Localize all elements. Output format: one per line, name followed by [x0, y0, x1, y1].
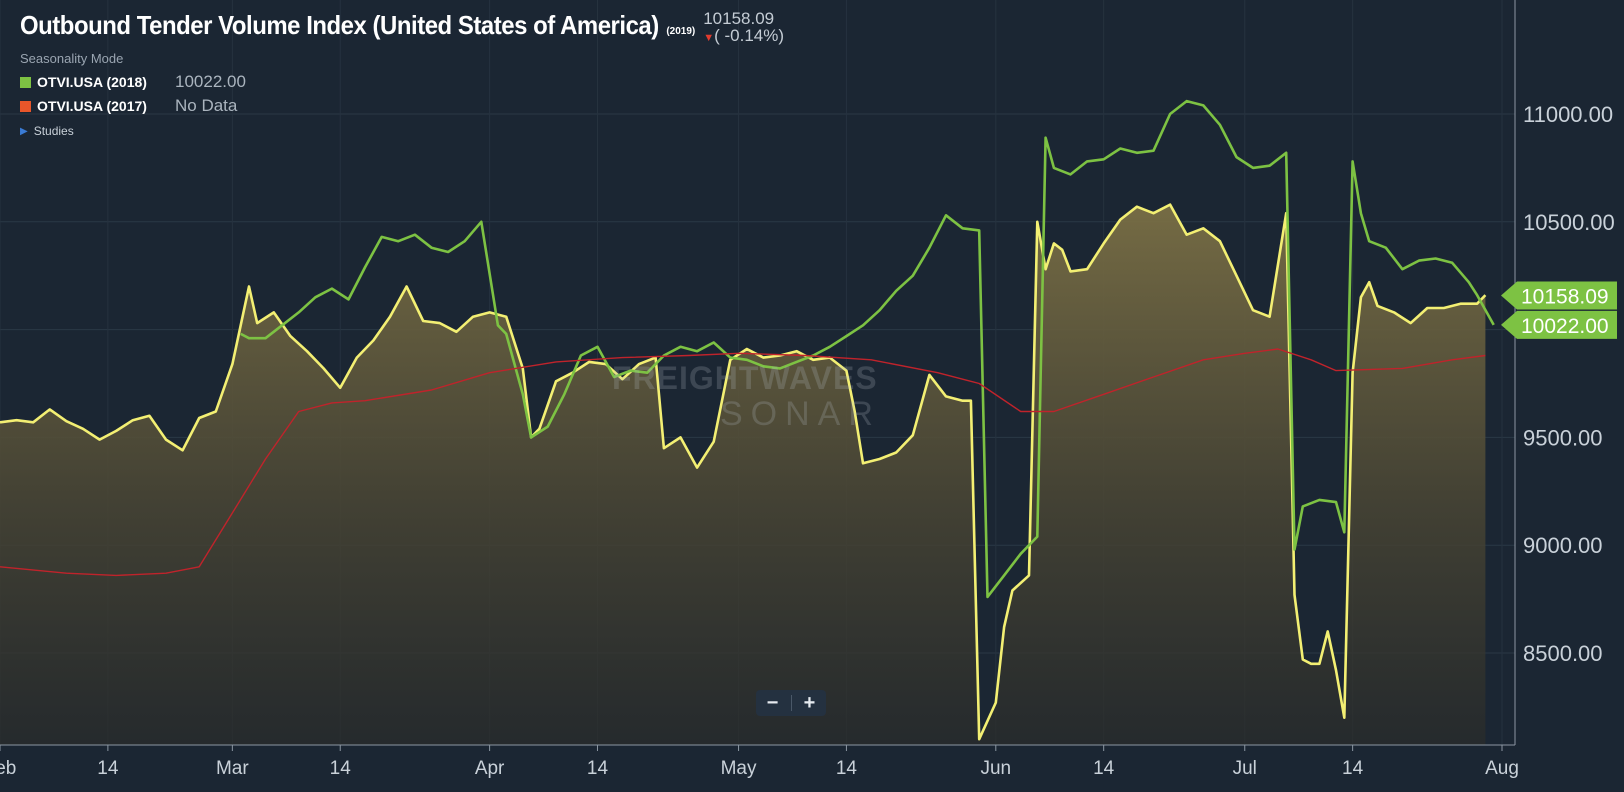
x-tick-label: Jun [980, 758, 1011, 779]
legend-value: No Data [175, 96, 238, 115]
chart-title: Outbound Tender Volume Index (United Sta… [20, 10, 659, 40]
y-tick-label: 9000.00 [1523, 533, 1603, 558]
x-tick-label: Aug [1485, 758, 1519, 779]
price-tag [1501, 281, 1617, 310]
x-tick-label: Mar [216, 758, 249, 779]
legend-name: OTVI.USA (2018) [37, 74, 147, 90]
legend-swatch-2018 [20, 76, 31, 88]
x-tick-label: 14 [1093, 758, 1115, 779]
y-tick-label: 8500.00 [1523, 641, 1603, 666]
price-tag-label: 10022.00 [1521, 315, 1609, 338]
area-fill [0, 204, 1486, 746]
legend-swatch-2017 [20, 100, 31, 112]
x-tick-label: 14 [330, 758, 352, 779]
x-tick-label: Jul [1233, 758, 1257, 779]
studies-toggle[interactable]: ▶ Studies [20, 124, 784, 138]
x-tick-label: May [721, 758, 757, 779]
seasonality-mode-label: Seasonality Mode [20, 51, 124, 66]
y-tick-label: 9500.00 [1523, 425, 1603, 450]
x-tick-label: 14 [97, 758, 119, 779]
legend-value: 10022.00 [175, 72, 246, 91]
x-tick-label: 14 [1342, 758, 1364, 779]
zoom-out-button[interactable]: − [766, 691, 779, 714]
series-line-2018 [240, 99, 1495, 599]
series-line-moving-avg [0, 348, 1486, 577]
x-tick-label: Feb [0, 758, 16, 779]
expand-arrow-icon: ▶ [20, 125, 28, 137]
last-price-box: 10158.09 ▼( -0.14%) [703, 10, 784, 47]
chart-header: Outbound Tender Volume Index (United Sta… [20, 8, 784, 138]
x-tick-label: 14 [587, 758, 609, 779]
legend-name: OTVI.USA (2017) [37, 98, 147, 114]
price-tags: 10158.09 10022.00 [1501, 281, 1617, 339]
zoom-divider [790, 695, 792, 711]
last-change: ( -0.14%) [714, 26, 785, 45]
last-value: 10158.09 [703, 9, 775, 28]
series-lines [0, 99, 1495, 741]
axes: 8500.00 9000.00 9500.00 10500.00 11000.00 Feb… [0, 0, 1615, 779]
title-year: (2019) [666, 26, 696, 37]
zoom-in-button[interactable]: + [803, 691, 816, 714]
x-tick-label: 14 [836, 758, 858, 779]
y-tick-label: 10500.00 [1523, 210, 1615, 235]
price-tag-label: 10158.09 [1521, 286, 1609, 309]
down-arrow-icon: ▼ [703, 32, 715, 44]
price-tag [1501, 310, 1617, 339]
zoom-controls: − + [756, 690, 826, 716]
legend-item-2017[interactable]: OTVI.USA (2017) No Data [20, 96, 784, 115]
studies-label: Studies [33, 124, 74, 138]
area-fill-2019 [0, 204, 1486, 746]
y-tick-label: 11000.00 [1523, 102, 1613, 127]
legend-item-2018[interactable]: OTVI.USA (2018) 10022.00 [20, 72, 784, 91]
x-tick-label: Apr [475, 758, 505, 779]
